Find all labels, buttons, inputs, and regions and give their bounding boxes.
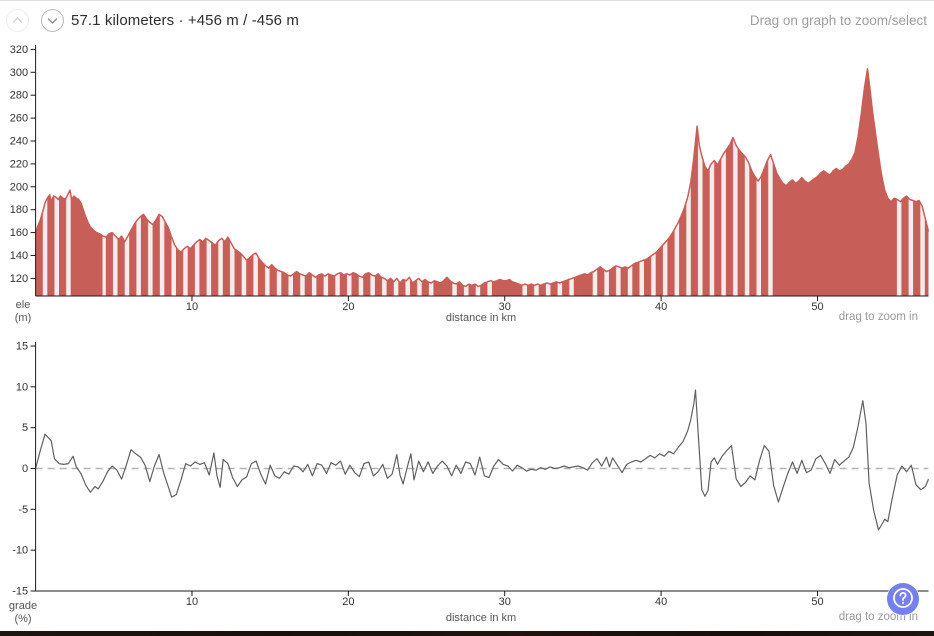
axis-text: 50 <box>811 596 823 608</box>
chevron-down-icon <box>46 14 59 27</box>
axis-text: -15 <box>12 586 28 598</box>
axis-text: 40 <box>655 596 667 608</box>
elevation-line <box>34 68 930 288</box>
axis-text: distance in km <box>446 612 516 624</box>
axis-text: 10 <box>186 301 198 313</box>
question-mark-icon <box>890 585 916 614</box>
axis-text: 120 <box>10 273 28 285</box>
axis-text: 180 <box>10 204 28 216</box>
axis-text: 30 <box>499 596 511 608</box>
axis-text: 260 <box>10 113 28 125</box>
expand-panel-button[interactable] <box>41 9 64 32</box>
elevation-chart[interactable]: 120 140 160 180 200 220 240 260 280 300 320 10 20 30 4… <box>0 1 934 331</box>
axis-text: 280 <box>10 90 28 102</box>
elevation-area-striped <box>35 68 929 297</box>
axis-text: ele <box>16 299 31 311</box>
axis-text: 5 <box>22 422 28 434</box>
help-button[interactable] <box>887 583 919 615</box>
axis-text: 140 <box>10 250 28 262</box>
profile-header: 57.1 kilometers · +456 m / -456 m Drag o… <box>0 1 934 41</box>
zoom-select-hint: Drag on graph to zoom/select <box>749 13 927 28</box>
axis-text: 240 <box>10 136 28 148</box>
axis-text: (m) <box>15 312 32 324</box>
axis-text: 220 <box>10 158 28 170</box>
grade-line <box>35 389 930 531</box>
axis-text: 0 <box>22 463 28 475</box>
axis-text: 50 <box>811 301 823 313</box>
axis-text: (%) <box>14 613 31 625</box>
axis-text: 10 <box>186 596 198 608</box>
grade-axes: -15 -10 -5 0 5 10 15 10 20 30 40 50 grade(%) distance… <box>9 340 929 625</box>
axis-text: 160 <box>10 227 28 239</box>
axis-text: -10 <box>12 545 28 557</box>
axis-text: 40 <box>655 301 667 313</box>
axis-text: 30 <box>499 301 511 313</box>
route-summary: 57.1 kilometers · +456 m / -456 m <box>71 12 299 29</box>
axis-text: 10 <box>16 381 28 393</box>
axis-text: 200 <box>10 181 28 193</box>
bottom-content-edge <box>0 631 934 636</box>
collapse-panel-button[interactable] <box>6 9 29 32</box>
axis-text: -5 <box>18 504 28 516</box>
axis-text: 20 <box>342 301 354 313</box>
axis-text: drag to zoom in <box>839 311 918 323</box>
axis-text: 15 <box>16 340 28 352</box>
axis-text: 320 <box>10 44 28 56</box>
axis-text: distance in km <box>446 312 516 324</box>
axis-text: 20 <box>342 596 354 608</box>
chevron-up-icon <box>11 14 24 27</box>
elevation-axes: 120 140 160 180 200 220 240 260 280 300 320 10 20 30 4… <box>10 44 929 324</box>
axis-text: 300 <box>10 67 28 79</box>
grade-chart[interactable]: -15 -10 -5 0 5 10 15 10 20 30 40 50 grade(%) distance… <box>0 331 934 631</box>
axis-text: grade <box>9 600 37 612</box>
